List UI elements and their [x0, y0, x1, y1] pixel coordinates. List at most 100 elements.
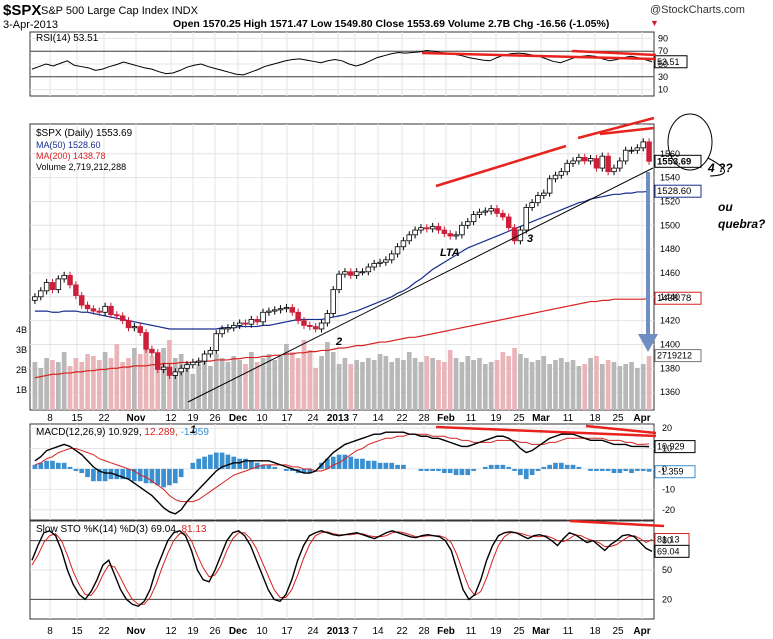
price-candle-body [576, 156, 582, 162]
volume-bar [477, 358, 482, 410]
sto-divergence-line [569, 519, 665, 528]
volume-last-value-label: 2719212 [657, 351, 692, 361]
macd-histogram-bar [535, 468, 541, 471]
point-1-label: 1 [190, 424, 196, 436]
volume-bar [278, 356, 283, 410]
volume-bar [541, 356, 547, 410]
volume-bar [295, 358, 301, 410]
macd-histogram-bar [319, 462, 324, 469]
price-candle-body [219, 328, 225, 335]
volume-bar [254, 362, 260, 410]
volume-bar [178, 354, 184, 410]
volume-bar [395, 358, 400, 410]
price-candle-body [394, 246, 401, 255]
macd-tick-label: 10 [662, 444, 672, 454]
price-candle-body [125, 320, 132, 329]
volume-bar [494, 360, 500, 410]
target-label: 4 ?? [707, 161, 733, 175]
volume-bar [629, 362, 634, 410]
macd-histogram-bar [225, 454, 231, 469]
price-candle-body [225, 327, 231, 330]
macd-histogram-bar [360, 458, 365, 469]
macd-histogram-bar [167, 468, 172, 486]
x-tick-label: 22 [396, 413, 408, 424]
macd-histogram-bar [32, 464, 38, 469]
x-tick-label: Nov [127, 626, 146, 637]
x-tick-label: 24 [307, 413, 319, 424]
x-tick-label: 26 [209, 626, 221, 637]
x-tick-label: 22 [98, 413, 110, 424]
price-candle-body [418, 227, 424, 231]
macd-histogram-bar [383, 462, 389, 469]
volume-bar [646, 356, 652, 410]
price-candle-body [546, 178, 553, 194]
stockcharts-brand[interactable]: @StockCharts.com [650, 4, 745, 16]
lta-trendline [187, 167, 654, 403]
price-candle-body [277, 308, 284, 311]
macd-histogram-bar [102, 468, 108, 482]
volume-bar [225, 362, 231, 410]
price-candle-body [108, 305, 114, 316]
volume-bar [365, 358, 371, 410]
macd-histogram-bar [132, 468, 137, 482]
price-candle-body [172, 371, 179, 376]
volume-bar [559, 358, 564, 410]
macd-title-label: MACD(12,26,9) [36, 427, 105, 438]
price-candle-body [260, 311, 266, 323]
volume-bar [202, 360, 207, 410]
volume-tick-label: 3B [16, 345, 27, 355]
volume-bar [243, 364, 248, 410]
price-candle-body [178, 367, 184, 373]
price-candle-body [476, 211, 483, 215]
x-tick-label: 28 [418, 626, 430, 637]
macd-histogram-bar [395, 464, 400, 469]
price-stats: Open 1570.25 High 1571.47 Low 1549.80 Cl… [173, 18, 610, 30]
macd-histogram-bar [254, 462, 260, 469]
security-name: S&P 500 Large Cap Index INDX [41, 5, 198, 17]
x-tick-label: Apr [633, 413, 650, 424]
macd-histogram-bar [389, 462, 395, 469]
macd-histogram-bar [453, 468, 459, 476]
volume-bar [354, 360, 359, 410]
volume-bar [482, 364, 488, 410]
volume-bar [582, 364, 588, 410]
macd-histogram-bar [635, 468, 640, 471]
price-candle-body [599, 155, 606, 169]
x-tick-label: 11 [466, 413, 477, 424]
price-candle-body [400, 240, 407, 248]
macd-histogram-bar [190, 462, 196, 469]
symbol: $SPX [3, 2, 42, 19]
volume-tick-label: 2B [16, 365, 27, 375]
sto-tick-label: 80 [662, 536, 672, 546]
volume-bar [564, 362, 570, 410]
volume-bar [96, 360, 102, 410]
macd-histogram-bar [55, 462, 61, 469]
macd-histogram-bar [44, 460, 49, 469]
volume-bar [172, 358, 178, 410]
volume-bar [219, 358, 225, 410]
price-candle-body [195, 360, 202, 363]
volume-bar [307, 350, 313, 410]
volume-bar [471, 360, 476, 410]
x-tick-label: Dec [229, 413, 248, 424]
price-candle-body [465, 221, 471, 226]
price-candle-body [441, 229, 448, 235]
volume-bar [237, 360, 242, 410]
x-tick-label: 7 [352, 626, 358, 637]
price-candle-body [447, 233, 453, 237]
price-candle-body [482, 210, 489, 213]
volume-bar [436, 360, 441, 410]
x-tick-label: 19 [490, 413, 502, 424]
volume-bar [55, 362, 61, 410]
price-candle-body [605, 155, 611, 173]
volume-bar [430, 358, 435, 410]
macd-title: MACD(12,26,9) 10.929, 12.289, -1.359 [36, 427, 209, 438]
price-tick-label: 1480 [660, 244, 680, 254]
price-candle-body [84, 304, 91, 310]
x-tick-label: 17 [281, 413, 293, 424]
x-tick-label: Mar [532, 413, 550, 424]
macd-last-value-box [654, 440, 696, 454]
price-last-value-box [654, 154, 702, 168]
volume-bar [126, 358, 131, 410]
macd-histogram-bar [559, 462, 564, 469]
